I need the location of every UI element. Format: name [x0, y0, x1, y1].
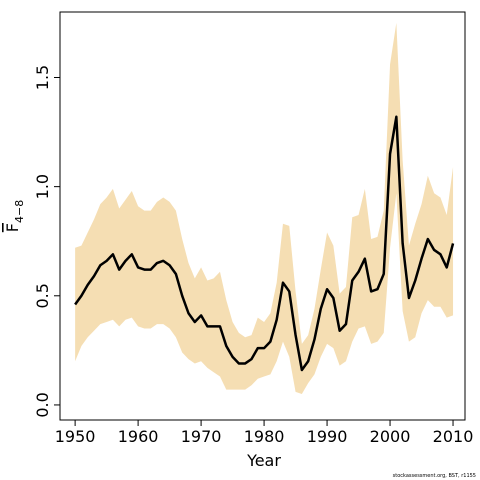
y-tick-label: 1.0 [33, 174, 52, 199]
y-axis-label-main: F [3, 223, 22, 232]
x-tick-label: 2000 [370, 427, 411, 446]
confidence-band [75, 22, 454, 395]
x-tick-label: 1950 [55, 427, 96, 446]
estimate-line [74, 115, 455, 372]
footnote: stockassessment.org, BST, r1155 [393, 473, 476, 479]
y-tick-label: 1.5 [33, 65, 52, 90]
x-tick-label: 1980 [244, 427, 285, 446]
y-tick-label: 0.5 [33, 283, 52, 308]
plot-frame [59, 11, 466, 421]
y-tick-label: 0.0 [33, 392, 52, 417]
x-tick-label: 1970 [181, 427, 222, 446]
x-axis-label: Year [246, 451, 281, 470]
x-tick-label: 1990 [307, 427, 348, 446]
x-tick-label: 2010 [433, 427, 474, 446]
x-tick-label: 1960 [118, 427, 159, 446]
y-axis-label: F4−8 [3, 200, 26, 232]
y-axis-label-sub: 4−8 [13, 200, 26, 223]
